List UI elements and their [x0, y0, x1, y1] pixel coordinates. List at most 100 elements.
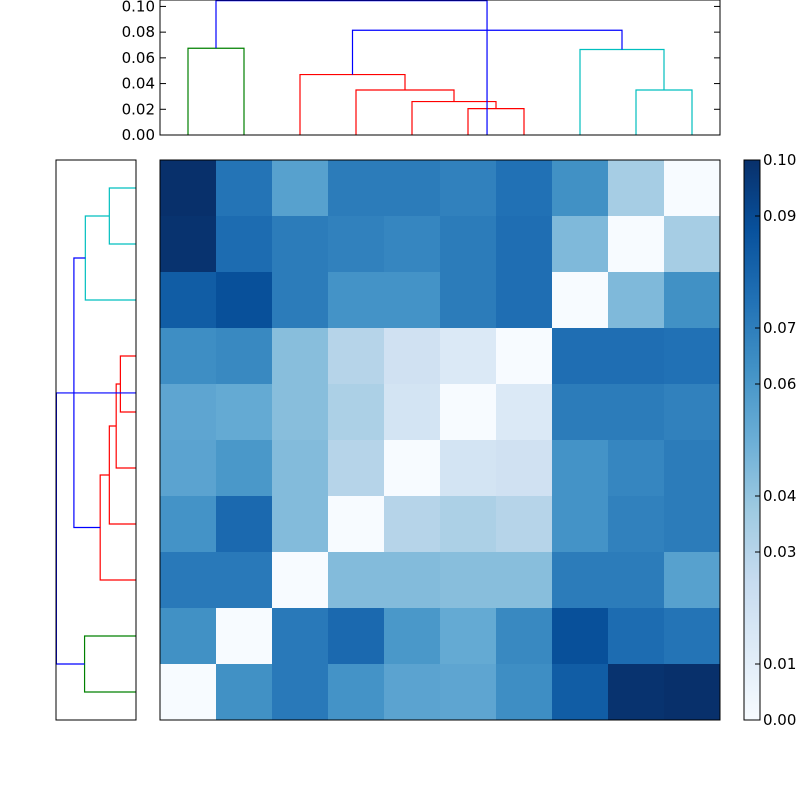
heatmap-cell: [608, 552, 665, 609]
y-tick-label: 0.02: [122, 100, 155, 118]
heatmap-cell: [664, 216, 721, 273]
heatmap-cell: [272, 608, 329, 665]
colorbar-tick-label: 0.00: [763, 711, 796, 729]
heatmap-cell: [608, 216, 665, 273]
left-dendrogram: [55, 159, 137, 721]
heatmap-cell: [272, 552, 329, 609]
y-tick-label: 0.06: [122, 49, 155, 67]
heatmap-cell: [216, 160, 273, 217]
heatmap-cell: [216, 440, 273, 497]
heatmap-cell: [272, 216, 329, 273]
heatmap-cell: [608, 608, 665, 665]
heatmap-cell: [496, 440, 553, 497]
heatmap-cell: [664, 384, 721, 441]
heatmap-cell: [496, 608, 553, 665]
heatmap-cell: [496, 384, 553, 441]
heatmap-cell: [552, 440, 609, 497]
heatmap-cell: [160, 496, 217, 553]
heatmap-cell: [608, 384, 665, 441]
heatmap-cell: [608, 440, 665, 497]
heatmap-cell: [608, 272, 665, 329]
colorbar-tick-label: 0.01: [763, 655, 796, 673]
heatmap-cell: [328, 440, 385, 497]
left-dendrogram-link: [115, 383, 136, 469]
heatmap-cell: [160, 160, 217, 217]
heatmap-cell: [440, 160, 497, 217]
heatmap-cell: [328, 384, 385, 441]
heatmap-cell: [272, 272, 329, 329]
heatmap-cell: [160, 384, 217, 441]
colorbar-tick-label: 0.09: [763, 207, 796, 225]
heatmap-cell: [160, 608, 217, 665]
heatmap-frame: [159, 159, 721, 721]
heatmap-cell: [664, 552, 721, 609]
top-dendrogram-link: [355, 89, 455, 135]
heatmap-cell: [496, 160, 553, 217]
heatmap-cell: [552, 160, 609, 217]
heatmap-cell: [328, 608, 385, 665]
heatmap-cell: [272, 440, 329, 497]
heatmap-cell: [216, 272, 273, 329]
left-dendrogram-link: [99, 474, 136, 581]
heatmap-cell: [272, 496, 329, 553]
heatmap-cell: [328, 664, 385, 721]
left-dendrogram-link: [55, 392, 136, 665]
heatmap-cell: [384, 664, 441, 721]
y-tick-label: 0.08: [122, 23, 155, 41]
heatmap-cell: [384, 608, 441, 665]
heatmap-cell: [328, 272, 385, 329]
heatmap-cell: [384, 384, 441, 441]
colorbar-tick-label: 0.07: [763, 319, 796, 337]
top-dendrogram-link: [635, 89, 693, 135]
heatmap-cell: [216, 664, 273, 721]
heatmap-cell: [384, 272, 441, 329]
heatmap-cell: [384, 328, 441, 385]
top-dendrogram-frame: [159, 0, 721, 136]
heatmap-cell: [440, 216, 497, 273]
top-dendrogram-link: [579, 48, 665, 135]
heatmap-cell: [440, 664, 497, 721]
heatmap-cell: [664, 496, 721, 553]
colorbar-tick-label: 0.04: [763, 487, 796, 505]
heatmap-cell: [440, 608, 497, 665]
colorbar: 0.00 0.01 0.03 0.04 0.06 0.07 0.09 0.10: [743, 151, 796, 729]
heatmap-cell: [608, 664, 665, 721]
heatmap-cell: [384, 552, 441, 609]
heatmap-cell: [328, 496, 385, 553]
heatmap-cell: [552, 496, 609, 553]
heatmap-cell: [552, 384, 609, 441]
heatmap-cell: [552, 272, 609, 329]
top-dendrogram-link: [467, 108, 525, 135]
heatmap-cell: [440, 440, 497, 497]
heatmap-cell: [216, 384, 273, 441]
heatmap-cell: [440, 552, 497, 609]
heatmap-cell: [552, 608, 609, 665]
top-dendrogram-link: [299, 73, 406, 135]
left-dendrogram-frame: [55, 159, 137, 721]
heatmap-cell: [440, 384, 497, 441]
heatmap-cell: [496, 552, 553, 609]
heatmap-cell: [552, 664, 609, 721]
colorbar-tick-label: 0.06: [763, 375, 796, 393]
heatmap-cell: [272, 328, 329, 385]
heatmap-cell: [160, 272, 217, 329]
heatmap-cell: [664, 440, 721, 497]
heatmap-matrix: [159, 159, 721, 721]
heatmap-cell: [664, 160, 721, 217]
top-dendrogram: 0.00 0.02 0.04 0.06 0.08 0.10: [122, 0, 721, 144]
left-dendrogram-link: [83, 635, 136, 693]
heatmap-cell: [664, 328, 721, 385]
heatmap-cell: [384, 496, 441, 553]
heatmap-cell: [216, 216, 273, 273]
top-dendrogram-link: [215, 0, 488, 135]
heatmap-cell: [216, 608, 273, 665]
heatmap-cell: [552, 216, 609, 273]
heatmap-cell: [160, 664, 217, 721]
heatmap-cell: [272, 384, 329, 441]
heatmap-cell: [664, 608, 721, 665]
y-tick-label: 0.00: [122, 126, 155, 144]
heatmap-cell: [496, 328, 553, 385]
heatmap-cell: [664, 272, 721, 329]
left-dendrogram-link: [108, 425, 136, 525]
